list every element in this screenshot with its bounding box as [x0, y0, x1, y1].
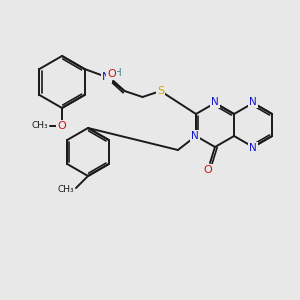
- Text: O: O: [107, 69, 116, 79]
- Text: CH₃: CH₃: [57, 184, 74, 194]
- Text: O: O: [204, 165, 212, 175]
- Text: S: S: [157, 86, 164, 96]
- Text: N: N: [249, 143, 257, 153]
- Text: H: H: [113, 68, 121, 78]
- Text: O: O: [58, 121, 66, 131]
- Text: N: N: [249, 97, 257, 107]
- Text: N: N: [191, 131, 199, 141]
- Text: N: N: [211, 97, 219, 107]
- Text: CH₃: CH₃: [32, 122, 48, 130]
- Text: N: N: [102, 72, 111, 82]
